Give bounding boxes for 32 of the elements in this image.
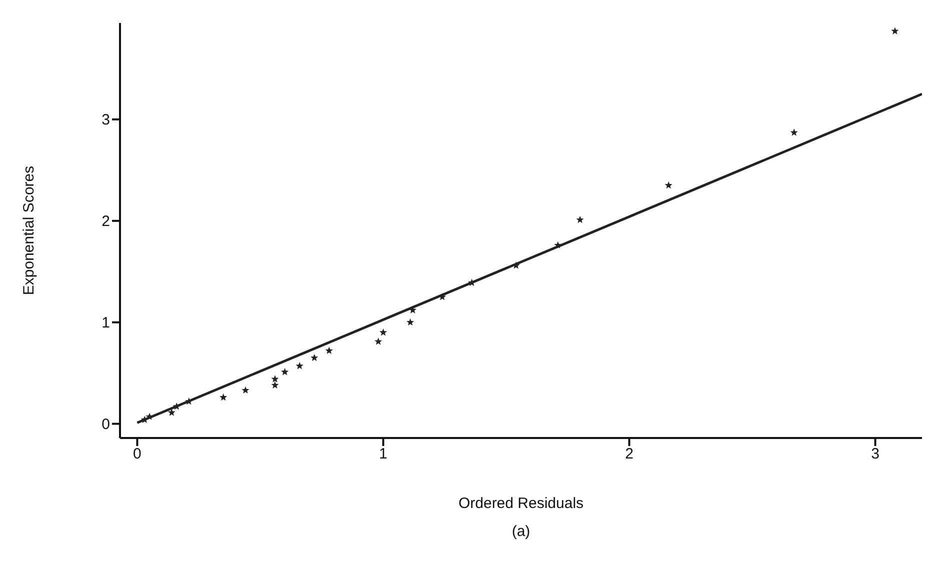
y-tick-label: 0 [102,416,110,434]
point [554,241,562,248]
point [891,27,899,34]
point [790,128,798,136]
x-tick-label: 0 [133,446,142,463]
y-tick-label: 2 [102,213,110,230]
point [281,368,289,376]
point [576,216,584,224]
point [664,181,672,189]
text: (a) [510,523,532,540]
y-axis-title: Exponential Scores [20,166,38,296]
x-axis-title: Ordered Residuals [458,495,584,512]
x-tick-label: 2 [625,446,634,463]
point [172,402,180,410]
point [406,318,414,326]
point [325,346,333,354]
x-tick-label: 3 [871,446,880,463]
point [512,262,520,269]
x-tick-label: 1 [379,446,388,463]
y-tick-label: 3 [102,112,110,129]
point [296,362,304,370]
point [242,386,250,394]
point [310,354,318,362]
point [271,375,279,382]
point [168,408,176,416]
point [271,381,279,388]
y-tick-label: 1 [102,314,110,332]
point [374,338,382,345]
point [146,412,154,420]
point [185,397,193,405]
point [220,393,228,401]
point [379,328,388,336]
